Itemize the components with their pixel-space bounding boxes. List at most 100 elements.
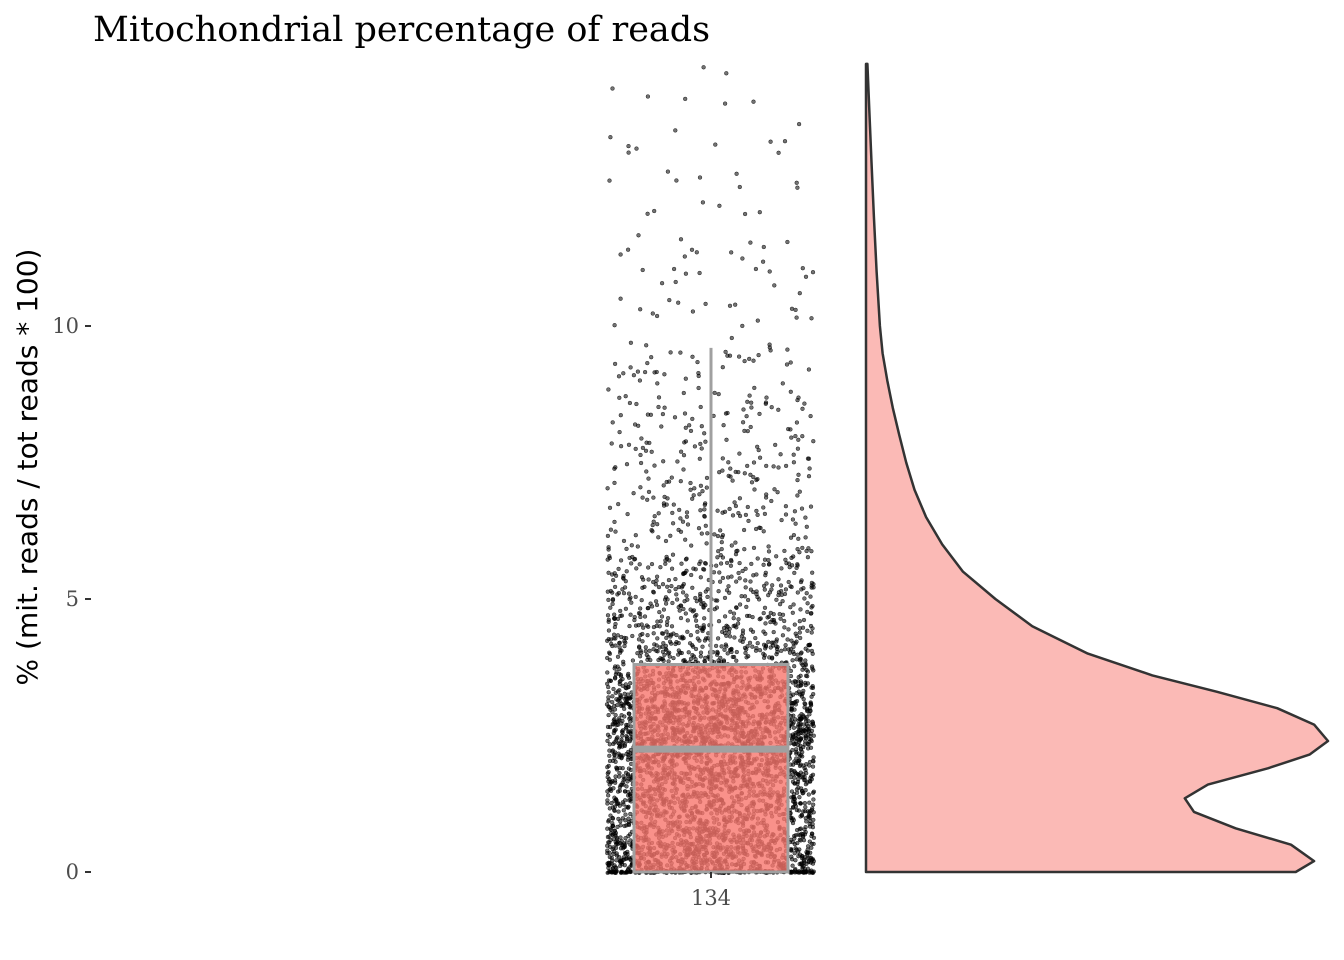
data-point xyxy=(700,627,705,632)
data-point xyxy=(804,850,809,855)
data-point xyxy=(608,779,613,785)
y-tick-label: 10 xyxy=(52,314,79,338)
data-point xyxy=(656,404,661,410)
data-point xyxy=(753,266,759,272)
data-point xyxy=(655,649,660,654)
data-point xyxy=(609,641,614,647)
data-point xyxy=(677,507,682,513)
data-point xyxy=(640,639,645,644)
data-point xyxy=(654,313,660,319)
data-point xyxy=(703,655,708,661)
data-point xyxy=(651,631,656,636)
data-point xyxy=(731,611,737,616)
data-point xyxy=(797,550,802,555)
data-point xyxy=(806,367,812,372)
data-point xyxy=(724,437,729,442)
data-point xyxy=(605,670,610,675)
data-point xyxy=(623,770,629,775)
data-point xyxy=(608,786,613,792)
data-point xyxy=(625,692,631,697)
x-axis: 134 xyxy=(691,872,731,910)
data-point xyxy=(645,657,650,662)
data-point xyxy=(678,479,683,484)
data-point xyxy=(659,424,664,429)
data-point xyxy=(798,607,803,612)
data-point xyxy=(610,420,615,425)
data-point xyxy=(628,751,633,756)
data-point xyxy=(637,644,642,649)
data-point xyxy=(729,335,734,341)
data-point xyxy=(608,135,613,140)
data-point xyxy=(809,845,814,850)
data-point xyxy=(649,527,654,533)
data-point xyxy=(690,585,695,590)
data-point xyxy=(811,439,816,444)
data-point xyxy=(655,636,660,641)
data-point xyxy=(622,743,627,749)
data-point xyxy=(608,827,614,832)
data-point xyxy=(606,628,612,633)
data-point xyxy=(720,365,725,370)
data-point xyxy=(702,431,707,436)
data-point xyxy=(605,724,611,730)
data-point xyxy=(701,605,706,610)
data-point xyxy=(618,558,624,563)
data-point xyxy=(620,728,626,733)
data-point xyxy=(756,352,761,358)
data-point xyxy=(809,833,814,839)
data-point xyxy=(767,561,772,567)
data-point xyxy=(676,527,681,533)
data-point xyxy=(722,631,728,636)
data-point xyxy=(729,646,734,652)
data-point xyxy=(789,789,795,794)
data-point xyxy=(665,584,670,589)
data-point xyxy=(605,738,610,744)
data-point xyxy=(649,561,655,567)
data-point xyxy=(627,739,632,744)
data-point xyxy=(761,655,767,660)
data-point xyxy=(767,342,772,347)
data-point xyxy=(612,480,617,486)
data-point xyxy=(799,587,804,592)
data-point xyxy=(763,646,768,651)
data-point xyxy=(809,773,814,779)
data-point xyxy=(621,841,627,846)
data-point xyxy=(618,413,623,418)
data-point xyxy=(609,441,614,446)
data-point xyxy=(682,254,687,259)
data-point xyxy=(656,395,662,400)
data-point xyxy=(703,301,708,307)
data-point xyxy=(811,691,816,697)
data-point xyxy=(794,756,799,761)
data-point xyxy=(683,425,688,430)
data-point xyxy=(732,500,737,505)
data-point xyxy=(803,870,808,875)
data-point xyxy=(742,547,747,552)
data-point xyxy=(606,545,611,550)
data-point xyxy=(676,652,681,657)
data-point xyxy=(605,771,610,776)
data-point xyxy=(810,685,816,691)
data-point xyxy=(673,641,678,647)
data-point xyxy=(802,401,807,406)
data-point xyxy=(793,679,799,684)
data-point xyxy=(751,99,756,104)
data-point xyxy=(629,543,634,548)
data-point xyxy=(688,656,694,662)
data-point xyxy=(623,606,629,611)
data-point xyxy=(722,509,728,514)
data-point xyxy=(624,636,629,641)
data-point xyxy=(671,655,676,661)
data-point xyxy=(777,611,782,617)
data-point xyxy=(764,463,769,469)
data-point xyxy=(622,844,627,850)
data-point xyxy=(657,609,662,615)
data-point xyxy=(800,667,805,672)
data-point xyxy=(613,871,618,875)
data-point xyxy=(782,548,787,554)
data-point xyxy=(737,560,742,566)
data-point xyxy=(807,800,812,805)
data-point xyxy=(610,694,615,699)
data-point xyxy=(789,435,794,440)
data-point xyxy=(805,741,810,746)
